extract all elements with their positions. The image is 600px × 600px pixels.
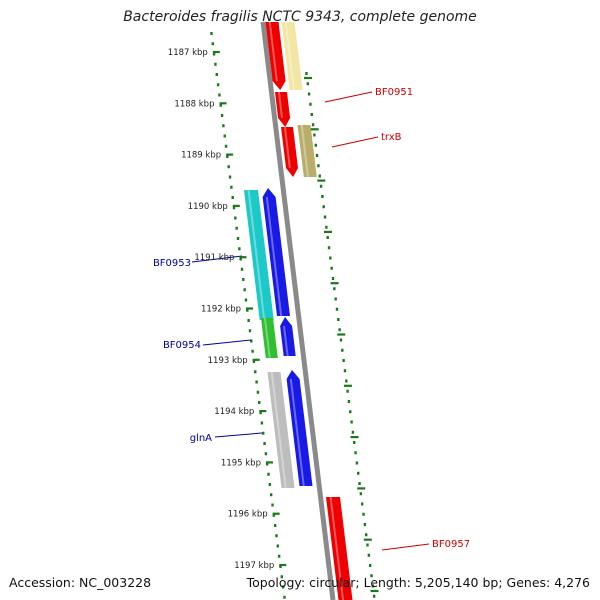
gene-label-leader [331, 136, 379, 148]
gene-feature-highlight [270, 371, 287, 489]
kbp-tick-label: 1191 kbp [194, 253, 234, 263]
gene-feature-highlight [300, 124, 310, 178]
gene-feature-highlight [247, 189, 266, 321]
gene-feature[interactable] [275, 92, 291, 127]
genome-summary: Topology: circular; Length: 5,205,140 bp… [246, 575, 590, 590]
kbp-tick-label: 1192 kbp [201, 305, 241, 315]
gene-feature-highlight [329, 496, 345, 600]
gene-feature-highlight [289, 378, 305, 487]
kbp-tick-label: 1189 kbp [181, 151, 221, 161]
gene-feature-highlight [277, 91, 284, 119]
kbp-ruler: 1187 kbp 1188 kbp 1189 kbp 1190 kbp 1191 kbp… [168, 48, 379, 593]
gene-label[interactable]: BF0954 [163, 340, 201, 351]
gene-feature[interactable] [244, 190, 274, 320]
gene-feature-highlight [284, 21, 295, 91]
gene-feature[interactable] [326, 497, 353, 600]
gene-label-leader [202, 339, 252, 346]
gene-feature-highlight [283, 126, 291, 169]
gene-labels: BF0951 trxB BF0953 BF0954 glnA BF0957 [153, 87, 470, 551]
kbp-tick-label: 1194 kbp [214, 407, 254, 417]
kbp-tick-label: 1193 kbp [208, 356, 248, 366]
gene-feature[interactable] [265, 22, 286, 90]
kbp-tick-label: 1196 kbp [228, 510, 268, 520]
kbp-tick-label: 1197 kbp [234, 561, 274, 571]
gene-label-leader [191, 255, 243, 263]
gene-label-leader [214, 432, 263, 438]
gene-feature[interactable] [286, 370, 313, 486]
kbp-tick-label: 1187 kbp [168, 48, 208, 58]
gene-label[interactable]: BF0951 [375, 87, 413, 98]
gene-feature-highlight [282, 325, 289, 357]
gene-label-leader [381, 543, 430, 551]
gene-feature[interactable] [267, 372, 295, 488]
gene-feature[interactable] [281, 22, 303, 90]
gene-label[interactable]: BF0953 [153, 258, 191, 269]
kbp-tick-label: 1195 kbp [221, 458, 261, 468]
gene-feature-highlight [263, 317, 271, 359]
gene-feature[interactable] [297, 125, 317, 177]
inner-tick-ring [210, 32, 286, 599]
gene-label[interactable]: trxB [381, 132, 402, 143]
gene-feature-highlight [268, 21, 278, 82]
gene-label-leader [324, 91, 373, 103]
accession-label: Accession: NC_003228 [9, 575, 152, 590]
kbp-tick-label: 1188 kbp [174, 99, 214, 109]
gene-feature[interactable] [281, 127, 298, 177]
gene-track [244, 21, 353, 600]
gene-feature[interactable] [261, 318, 278, 358]
genome-backbone [260, 21, 336, 600]
gene-feature[interactable] [262, 188, 290, 316]
kbp-tick-label: 1190 kbp [188, 202, 228, 212]
gene-feature[interactable] [280, 317, 296, 356]
gene-label[interactable]: glnA [190, 433, 212, 444]
page-title: Bacteroides fragilis NCTC 9343, complete… [123, 9, 477, 25]
gene-feature-highlight [265, 196, 283, 317]
gene-label[interactable]: BF0957 [432, 539, 470, 550]
outer-tick-ring [305, 72, 376, 598]
